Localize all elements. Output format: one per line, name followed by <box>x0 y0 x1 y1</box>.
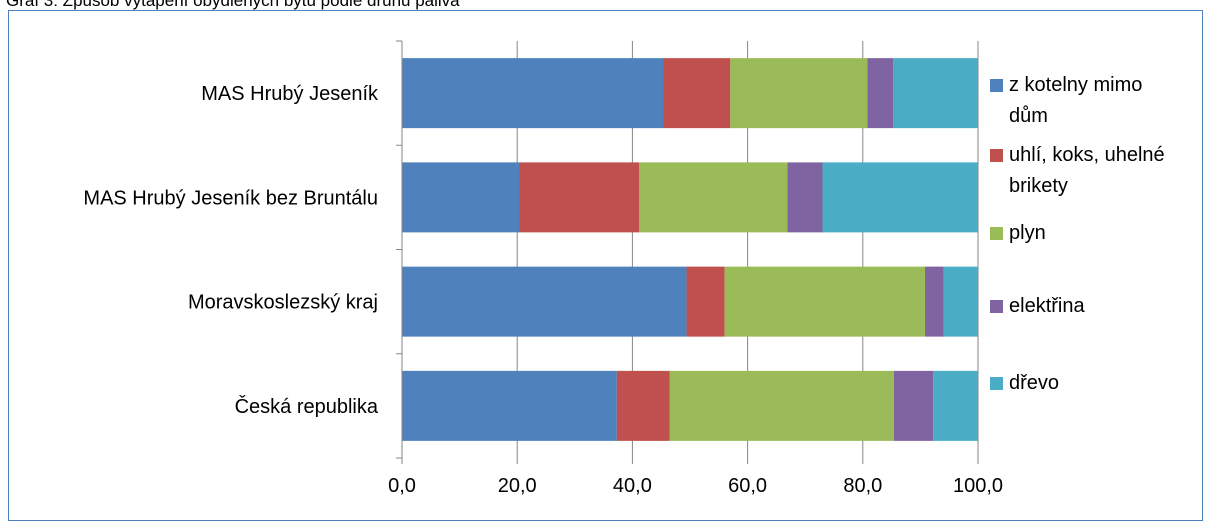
legend-label: plyn <box>1009 222 1046 244</box>
legend-label: uhlí, koks, uhelné brikety <box>1009 144 1165 197</box>
x-tick-label: 100,0 <box>953 475 1003 497</box>
axes: 0,0 20,0 40,0 60,0 80,0 100,0 MAS Hrubý Jesení… <box>83 40 1003 497</box>
bar-segment <box>663 58 731 129</box>
legend-swatch <box>990 377 1003 390</box>
bar-segment <box>893 58 978 129</box>
legend-label: dřevo <box>1009 372 1059 394</box>
chart-caption: Graf 3: Způsob vytápění obydlených bytů … <box>6 0 460 10</box>
bar-segment <box>402 58 664 129</box>
bar-segment <box>893 370 934 441</box>
bar-segment <box>933 370 978 441</box>
x-tick-label: 60,0 <box>728 475 767 497</box>
bars <box>402 58 978 441</box>
bar-segment <box>402 370 617 441</box>
bar-segment <box>724 266 926 337</box>
legend-label: z kotelny mimo dům <box>1009 74 1142 127</box>
bar-segment <box>669 370 894 441</box>
bar-segment <box>925 266 944 337</box>
chart-frame <box>8 10 1203 521</box>
bar-segment <box>639 162 788 233</box>
legend-swatch <box>990 227 1003 240</box>
x-tick-label: 40,0 <box>613 475 652 497</box>
legend-swatch <box>990 300 1003 313</box>
bar-segment <box>519 162 640 233</box>
bar-segment <box>402 266 687 337</box>
bar-segment <box>730 58 868 129</box>
bar-segment <box>867 58 894 129</box>
bar-segment <box>822 162 978 233</box>
category-label: MAS Hrubý Jeseník <box>201 83 379 105</box>
legend-swatch <box>990 79 1003 92</box>
category-label: MAS Hrubý Jeseník bez Bruntálu <box>83 187 378 209</box>
x-tick-label: 80,0 <box>843 475 882 497</box>
bar-segment <box>943 266 978 337</box>
legend: z kotelny mimo dům uhlí, koks, uhelné brike… <box>990 74 1165 394</box>
legend-label: elektřina <box>1009 295 1085 317</box>
legend-swatch <box>990 149 1003 162</box>
category-label: Moravskoslezský kraj <box>188 292 378 314</box>
x-tick-label: 20,0 <box>498 475 537 497</box>
category-label: Česká republika <box>235 395 379 418</box>
x-tick-label: 0,0 <box>388 475 416 497</box>
bar-segment <box>616 370 670 441</box>
bar-segment <box>402 162 520 233</box>
bar-segment <box>686 266 725 337</box>
bar-segment <box>787 162 823 233</box>
